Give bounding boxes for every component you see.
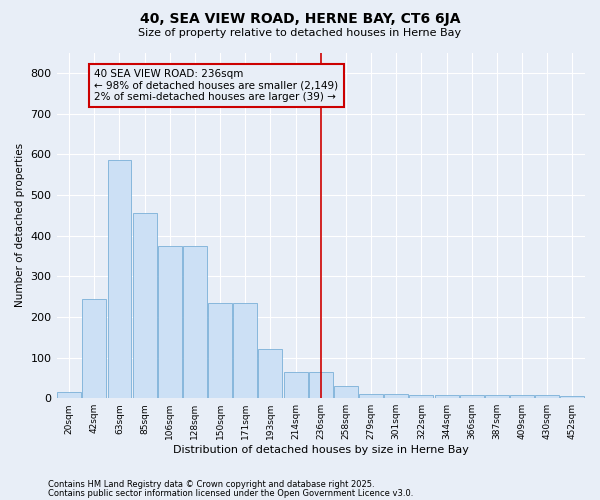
Bar — [485, 395, 509, 398]
Bar — [434, 395, 458, 398]
Text: Contains public sector information licensed under the Open Government Licence v3: Contains public sector information licen… — [48, 488, 413, 498]
Bar — [158, 246, 182, 398]
Bar — [510, 395, 534, 398]
Y-axis label: Number of detached properties: Number of detached properties — [15, 144, 25, 308]
Bar — [284, 372, 308, 398]
Text: 40, SEA VIEW ROAD, HERNE BAY, CT6 6JA: 40, SEA VIEW ROAD, HERNE BAY, CT6 6JA — [140, 12, 460, 26]
Text: Contains HM Land Registry data © Crown copyright and database right 2025.: Contains HM Land Registry data © Crown c… — [48, 480, 374, 489]
Bar — [560, 396, 584, 398]
Bar — [259, 350, 283, 398]
Bar — [385, 394, 408, 398]
Bar — [359, 394, 383, 398]
Bar — [309, 372, 333, 398]
Bar — [183, 246, 207, 398]
Text: 40 SEA VIEW ROAD: 236sqm
← 98% of detached houses are smaller (2,149)
2% of semi: 40 SEA VIEW ROAD: 236sqm ← 98% of detach… — [94, 69, 338, 102]
Bar — [57, 392, 81, 398]
Bar — [233, 302, 257, 398]
Bar — [409, 395, 433, 398]
Bar — [208, 302, 232, 398]
Bar — [535, 395, 559, 398]
X-axis label: Distribution of detached houses by size in Herne Bay: Distribution of detached houses by size … — [173, 445, 469, 455]
Text: Size of property relative to detached houses in Herne Bay: Size of property relative to detached ho… — [139, 28, 461, 38]
Bar — [107, 160, 131, 398]
Bar — [82, 298, 106, 398]
Bar — [334, 386, 358, 398]
Bar — [460, 395, 484, 398]
Bar — [133, 213, 157, 398]
